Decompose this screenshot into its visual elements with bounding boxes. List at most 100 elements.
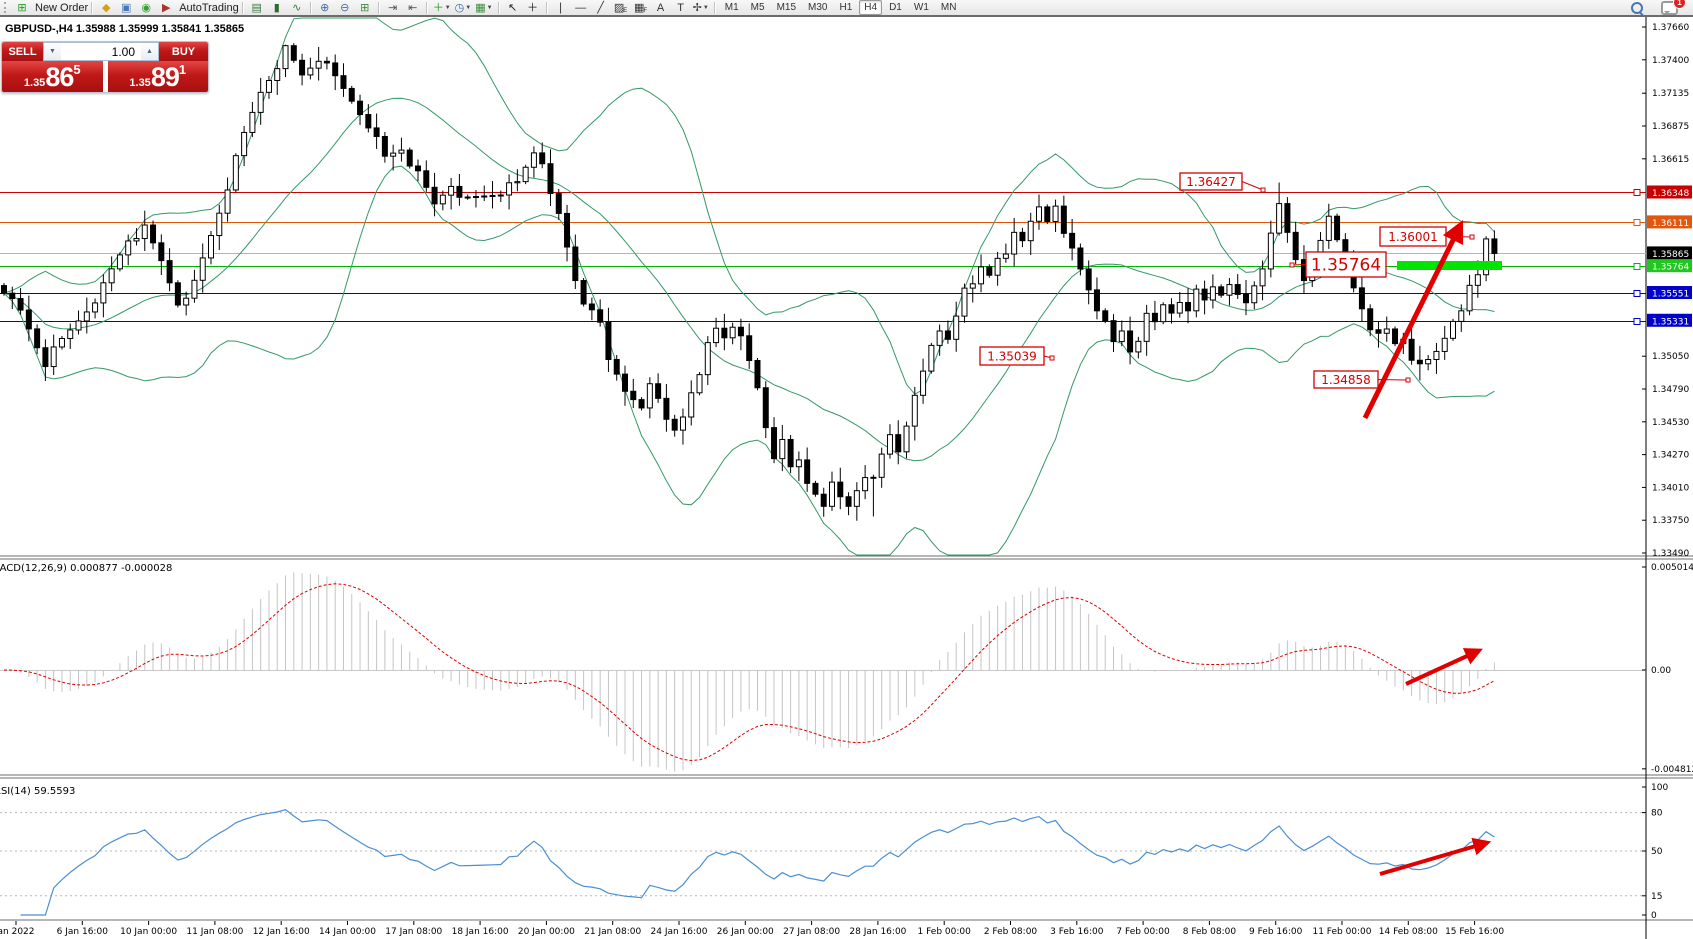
line-handle[interactable]: [1633, 290, 1641, 297]
arrows-icon[interactable]: ✢ ▼: [692, 1, 710, 15]
price-callout-1.36427[interactable]: 1.36427: [1179, 172, 1266, 193]
volume-increase-button[interactable]: ▲: [141, 43, 158, 60]
toolbar-drag-handle[interactable]: [4, 2, 9, 13]
volume-decrease-button[interactable]: ▼: [44, 43, 61, 60]
fibonacci-icon[interactable]: ▦ F: [632, 1, 650, 15]
chevron-down-icon[interactable]: ▼: [465, 4, 472, 11]
candle: [1367, 304, 1374, 337]
toolbar-separator: [497, 1, 500, 14]
indicators-icon[interactable]: ＋ ▼: [432, 1, 452, 15]
trend-arrow-rsi[interactable]: [1379, 837, 1492, 876]
chart-profile-icon[interactable]: ◆: [97, 1, 115, 15]
equidistant-channel-icon[interactable]: ▨ E: [612, 1, 630, 15]
price-callout-1.36001[interactable]: 1.36001: [1379, 226, 1475, 247]
candle: [307, 57, 314, 80]
trend-arrow-macd[interactable]: [1405, 648, 1483, 686]
autotrading-icon[interactable]: ▶: [157, 1, 175, 15]
timeframe-button-h4[interactable]: H4: [859, 0, 883, 15]
tile-windows-icon[interactable]: ⊞: [356, 1, 374, 15]
bar-chart-icon[interactable]: ▤: [248, 1, 266, 15]
candle: [1209, 274, 1216, 309]
candle: [953, 301, 960, 352]
panel-splitters[interactable]: [0, 16, 1693, 939]
text-label-icon[interactable]: T: [672, 1, 690, 15]
candle: [274, 60, 281, 95]
text-icon: A: [656, 1, 665, 14]
timeframe-button-d1[interactable]: D1: [889, 2, 902, 13]
candle: [100, 274, 107, 318]
bollinger-middle-band[interactable]: [3, 97, 1495, 462]
chevron-down-icon[interactable]: ▼: [702, 4, 709, 11]
bollinger-lower-band[interactable]: [3, 165, 1495, 556]
period-icon: ◷: [454, 1, 465, 14]
crosshair-icon[interactable]: ＋: [524, 1, 542, 15]
price-tick-label: 1.37660: [1652, 23, 1689, 33]
new-order-label[interactable]: New Order: [35, 1, 89, 14]
template-icon[interactable]: ▦ ▼: [474, 1, 493, 15]
data-window-icon[interactable]: ▣: [117, 1, 135, 15]
price-callout-1.35764[interactable]: 1.35764: [1289, 251, 1387, 278]
chart-shift-icon[interactable]: ⇤: [404, 1, 422, 15]
candle: [580, 278, 587, 307]
line-handle[interactable]: [1633, 263, 1641, 270]
timeframe-button-m5[interactable]: M5: [750, 2, 765, 13]
notifications-icon[interactable]: 1: [1660, 0, 1686, 15]
level-lines[interactable]: [0, 189, 1646, 325]
candle: [597, 299, 604, 327]
sell-price-prefix: 1.35: [23, 77, 46, 89]
candle: [83, 297, 90, 334]
candle: [671, 414, 678, 437]
rsi-scale-label: 15: [1651, 892, 1662, 902]
zoom-out-icon[interactable]: ⊖: [336, 1, 354, 15]
chevron-down-icon[interactable]: ▼: [486, 4, 493, 11]
buy-button[interactable]: BUY: [159, 42, 208, 61]
chevron-down-icon[interactable]: ▼: [444, 4, 451, 11]
cursor-icon[interactable]: ↖: [504, 1, 522, 15]
navigator-icon[interactable]: ◉: [137, 1, 155, 15]
candle: [439, 190, 446, 211]
candle: [406, 147, 413, 169]
sell-button[interactable]: SELL: [2, 42, 43, 61]
price-callout-1.35039[interactable]: 1.35039: [979, 346, 1055, 366]
candle: [390, 144, 397, 171]
candlestick-chart-icon[interactable]: ▮: [268, 1, 286, 15]
candle: [986, 264, 993, 278]
candle: [1193, 284, 1200, 318]
search-icon[interactable]: [1628, 1, 1646, 15]
period-icon[interactable]: ◷ ▼: [454, 1, 473, 15]
price-callout-1.34858[interactable]: 1.34858: [1313, 370, 1411, 389]
horizontal-line-icon[interactable]: —: [572, 1, 590, 15]
line-chart-icon[interactable]: ∿: [288, 1, 306, 15]
timeframe-button-h1[interactable]: H1: [839, 2, 853, 13]
timeframe-button-w1[interactable]: W1: [913, 2, 929, 13]
candle: [116, 252, 123, 272]
autotrading-label[interactable]: AutoTrading: [179, 1, 239, 14]
candle: [1176, 292, 1183, 318]
line-handle[interactable]: [1633, 318, 1641, 325]
line-handle[interactable]: [1633, 219, 1641, 226]
candle: [870, 474, 877, 517]
trendline-icon[interactable]: ╱: [592, 1, 610, 15]
zoom-in-icon[interactable]: ⊕: [316, 1, 334, 15]
text-icon[interactable]: A: [652, 1, 670, 15]
candle: [978, 254, 985, 293]
volume-input[interactable]: 1.00: [61, 43, 141, 60]
line-handle[interactable]: [1633, 189, 1641, 196]
timeframe-button-m30[interactable]: M30: [808, 2, 828, 13]
timeframe-button-mn[interactable]: MN: [940, 2, 957, 13]
candle: [1334, 213, 1341, 243]
highlight-zone[interactable]: [1397, 261, 1502, 270]
new-order-icon[interactable]: ⊞: [13, 1, 31, 15]
auto-scroll-icon[interactable]: ⇥: [384, 1, 402, 15]
trend-arrow-main[interactable]: [1362, 219, 1464, 420]
candle: [1458, 304, 1465, 332]
buy-price[interactable]: 1.35 89 1: [107, 61, 208, 92]
candle: [232, 153, 239, 193]
sell-price[interactable]: 1.35 86 5: [2, 61, 103, 92]
candle: [398, 137, 405, 162]
vertical-line-icon[interactable]: ❘: [552, 1, 570, 15]
timeframe-button-m15[interactable]: M15: [776, 2, 797, 13]
candle: [174, 280, 181, 308]
timeframe-button-m1[interactable]: M1: [724, 2, 739, 13]
